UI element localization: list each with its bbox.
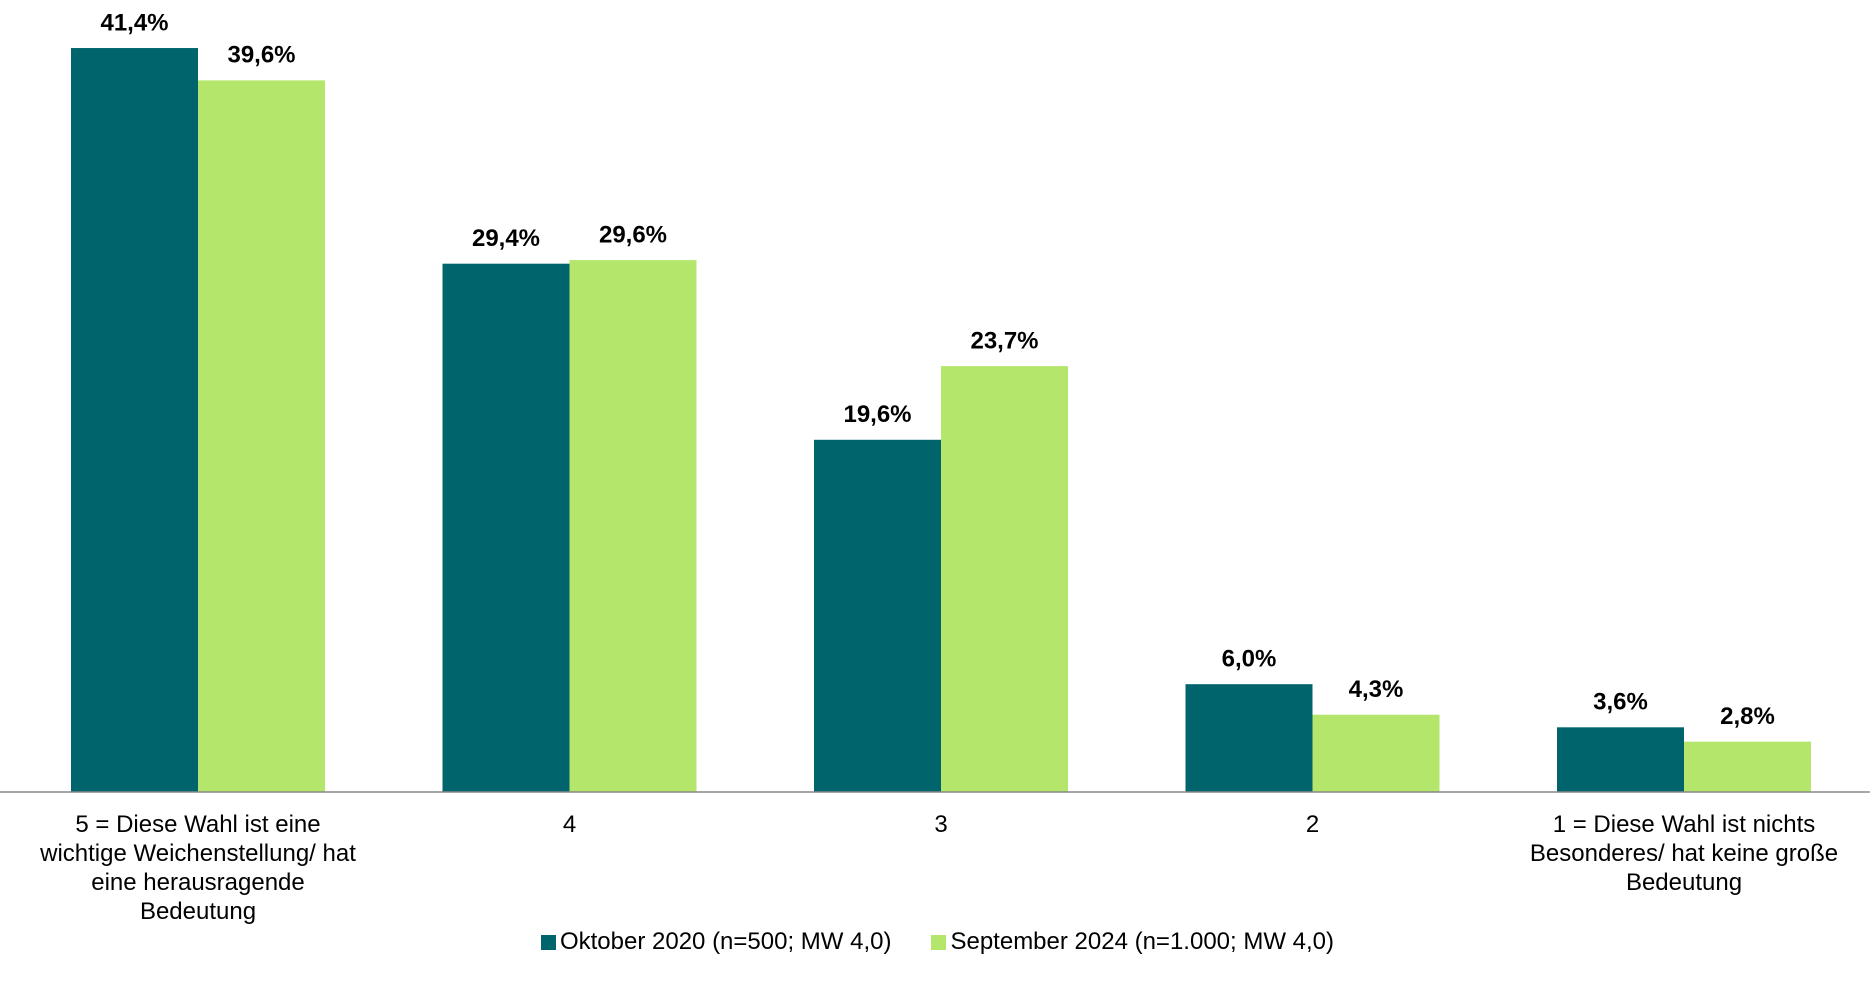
bar [941,366,1068,792]
x-tick-label: 4 [562,811,577,838]
legend-swatch [931,934,947,950]
bar [569,260,697,792]
legend: Oktober 2020 (n=500; MW 4,0) September 20… [0,928,1875,956]
legend-label: Oktober 2020 (n=500; MW 4,0) [559,928,892,955]
data-label: 39,6% [227,42,295,69]
data-label: 3,6% [1593,689,1648,716]
x-tick-label: 3 [934,811,948,838]
x-tick-label: 5 = Diese Wahl ist eine wichtige Weichen… [40,811,356,925]
data-label: 2,8% [1720,703,1775,730]
bar [198,80,325,792]
data-label: 19,6% [843,401,911,428]
data-label: 4,3% [1349,676,1404,703]
data-label: 6,0% [1222,646,1277,673]
data-label: 29,6% [599,221,667,248]
bar [1684,741,1811,792]
x-tick-label: 1 = Diese Wahl ist nichts Besonderes/ ha… [1529,811,1839,896]
bar [1312,714,1440,792]
legend-label: September 2024 (n=1.000; MW 4,0) [950,928,1335,955]
legend-swatch [540,934,556,950]
bar [71,48,198,793]
data-label: 29,4% [472,225,540,252]
bar [1185,684,1313,792]
data-label: 41,4% [100,9,168,36]
bar [442,263,570,792]
data-label: 23,7% [970,327,1038,354]
x-tick-label: 2 [1305,811,1320,838]
legend-item: Oktober 2020 (n=500; MW 4,0) [540,928,892,956]
bar [814,439,941,792]
legend-item: September 2024 (n=1.000; MW 4,0) [931,928,1334,956]
bar [1557,727,1684,792]
